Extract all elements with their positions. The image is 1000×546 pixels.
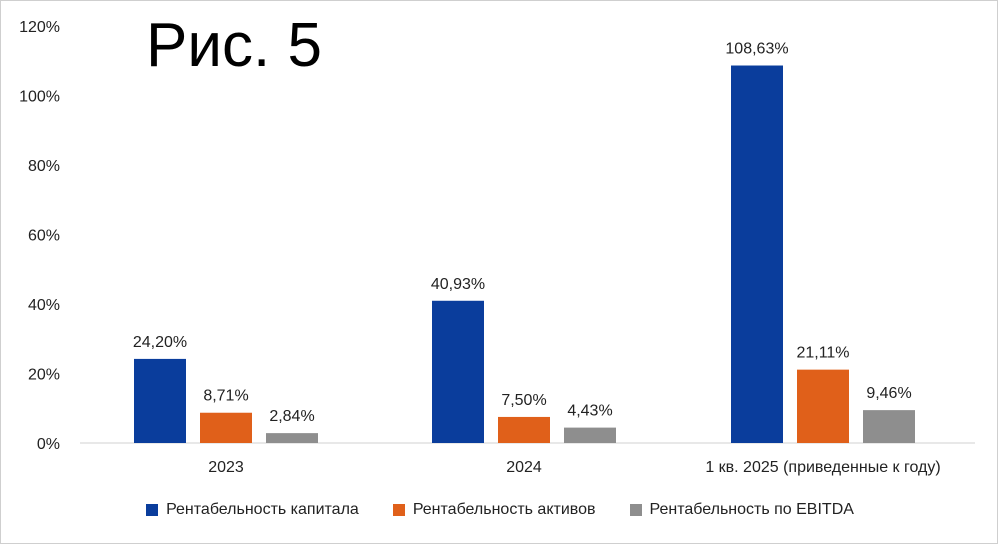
y-tick-label: 40% bbox=[28, 297, 60, 314]
bar-2-3 bbox=[797, 369, 849, 443]
legend-label: Рентабельность активов bbox=[412, 501, 596, 518]
y-tick-label: 60% bbox=[28, 228, 60, 245]
category-label: 2023 bbox=[208, 459, 244, 476]
data-label: 21,11% bbox=[796, 345, 849, 362]
data-label: 8,71% bbox=[203, 388, 248, 405]
data-label: 9,46% bbox=[866, 385, 911, 402]
legend-label: Рентабельность по EBITDA bbox=[649, 501, 854, 518]
bar-1-3 bbox=[731, 65, 783, 444]
y-tick-label: 0% bbox=[37, 436, 60, 453]
data-label: 24,20% bbox=[133, 334, 187, 351]
legend-item: Рентабельность активов bbox=[392, 498, 596, 522]
data-labels: 24,20% 8,71% 2,84% 40,93% 7,50% 4,43% 108,63% 2… bbox=[133, 41, 912, 426]
bar-2-1 bbox=[200, 412, 252, 443]
category-labels: 2023 2024 1 кв. 2025 (приведенные к году) bbox=[208, 459, 940, 476]
bar-chart: Рис. 5 0% 20% 40% 60% 80% 100% 120% 24,20% 8,71… bbox=[19, 11, 975, 476]
chart-title: Рис. 5 bbox=[146, 11, 322, 80]
bar-1-2 bbox=[432, 300, 484, 443]
y-tick-label: 20% bbox=[28, 367, 60, 384]
bar-3-1 bbox=[266, 433, 318, 443]
y-tick-label: 100% bbox=[19, 89, 60, 106]
y-tick-label: 80% bbox=[28, 158, 60, 175]
data-label: 40,93% bbox=[431, 276, 485, 293]
legend: Рентабельность капитала Рентабельность ак… bbox=[0, 498, 1000, 522]
data-label: 108,63% bbox=[725, 41, 788, 58]
data-label: 4,43% bbox=[567, 403, 612, 420]
y-tick-label: 120% bbox=[19, 19, 60, 36]
y-axis-ticks: 0% 20% 40% 60% 80% 100% 120% bbox=[19, 19, 60, 453]
legend-item: Рентабельность по EBITDA bbox=[629, 498, 854, 522]
legend-item: Рентабельность капитала bbox=[146, 498, 359, 522]
category-label: 2024 bbox=[506, 459, 542, 476]
legend-swatch bbox=[629, 504, 642, 516]
bar-2-2 bbox=[498, 416, 550, 443]
category-label: 1 кв. 2025 (приведенные к году) bbox=[705, 459, 940, 476]
legend-swatch bbox=[146, 504, 159, 516]
legend-swatch bbox=[392, 504, 405, 516]
data-label: 7,50% bbox=[501, 392, 546, 409]
bar-3-3 bbox=[863, 410, 915, 443]
legend-label: Рентабельность капитала bbox=[166, 501, 359, 518]
bars bbox=[134, 65, 915, 444]
data-label: 2,84% bbox=[269, 408, 314, 425]
bar-1-1 bbox=[134, 358, 186, 443]
bar-3-2 bbox=[564, 427, 616, 443]
